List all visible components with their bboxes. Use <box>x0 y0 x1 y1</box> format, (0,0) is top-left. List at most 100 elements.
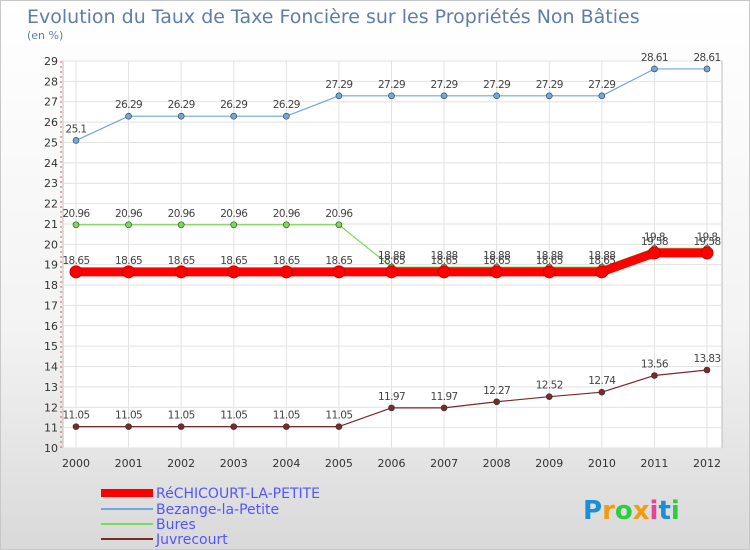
data-point <box>230 112 238 120</box>
data-point <box>335 423 343 430</box>
y-tick-label: 23 <box>44 177 58 190</box>
legend-label: Juvrecourt <box>155 532 228 548</box>
data-point <box>283 112 290 120</box>
data-label: 28.61 <box>641 52 668 64</box>
data-point <box>651 372 658 379</box>
y-tick-label: 25 <box>44 136 58 149</box>
data-label: 11.05 <box>62 410 89 422</box>
data-label: 11.05 <box>115 410 142 422</box>
data-label: 19.8 <box>697 231 718 243</box>
data-point <box>388 92 395 100</box>
y-tick-label: 20 <box>44 238 58 251</box>
data-point <box>335 92 343 100</box>
data-point <box>493 398 500 406</box>
data-label: 18.65 <box>220 255 247 267</box>
data-label: 28.61 <box>693 52 720 64</box>
data-point <box>335 221 343 229</box>
data-label: 20.96 <box>168 208 196 220</box>
y-tick-label: 27 <box>44 96 58 109</box>
data-label: 12.52 <box>536 380 563 392</box>
data-point <box>542 265 556 279</box>
y-tick-label: 11 <box>44 422 58 435</box>
data-point <box>125 112 132 120</box>
series-group: 18.65 18.65 18.65 18.65 18.65 18.65 18.65 18.65… <box>62 52 721 430</box>
y-tick-label: 16 <box>44 320 58 333</box>
y-tick-label: 26 <box>44 116 58 129</box>
x-tick-label: 2009 <box>535 457 563 470</box>
data-label: 27.29 <box>483 79 510 91</box>
data-label: 12.27 <box>483 385 510 397</box>
data-label: 19.58 <box>693 236 720 248</box>
y-tick-label: 15 <box>44 340 58 353</box>
data-label: 18.88 <box>536 250 563 262</box>
x-tick-label: 2007 <box>430 457 458 470</box>
data-point <box>72 137 80 144</box>
legend-label: RéCHICOURT-LA-PETITE <box>156 486 320 502</box>
data-label: 27.29 <box>588 79 615 91</box>
data-label: 27.29 <box>536 79 563 91</box>
data-label: 27.29 <box>325 79 352 91</box>
legend-label: Bezange-la-Petite <box>156 502 279 518</box>
data-point <box>651 65 658 73</box>
y-tick-label: 18 <box>44 279 58 292</box>
data-label: 18.65 <box>378 255 405 267</box>
data-label: 18.65 <box>588 255 615 267</box>
x-tick-label: 2001 <box>115 457 143 470</box>
data-label: 18.65 <box>62 255 89 267</box>
data-label: 25.1 <box>66 123 87 135</box>
data-label: 13.56 <box>641 358 669 370</box>
data-label: 27.29 <box>378 79 405 91</box>
data-label: 26.29 <box>273 99 300 111</box>
data-label: 18.88 <box>588 250 615 262</box>
data-point <box>227 265 241 279</box>
y-tick-label: 19 <box>44 259 58 272</box>
chart-subtitle: (en %) <box>27 29 63 42</box>
x-tick-label: 2003 <box>220 457 248 470</box>
data-label: 18.88 <box>378 250 405 262</box>
x-tick-label: 2008 <box>483 457 511 470</box>
data-point <box>545 393 553 400</box>
data-point <box>125 423 132 430</box>
y-tick-label: 14 <box>44 361 58 374</box>
y-tick-label: 10 <box>44 442 58 455</box>
data-label: 19.8 <box>644 231 665 243</box>
data-point <box>703 65 711 73</box>
data-point <box>440 92 448 100</box>
data-point <box>545 92 553 100</box>
data-point <box>283 221 290 229</box>
chart-title: Evolution du Taux de Taxe Foncière sur l… <box>27 6 640 28</box>
data-label: 11.97 <box>378 391 405 403</box>
data-label: 20.96 <box>220 208 248 220</box>
data-point <box>647 246 661 260</box>
x-tick-label: 2000 <box>62 457 90 470</box>
y-tick-label: 21 <box>44 218 58 231</box>
data-label: 18.65 <box>536 255 563 267</box>
data-label: 18.65 <box>325 255 352 267</box>
x-tick-label: 2011 <box>640 457 668 470</box>
legend-label: Bures <box>156 517 196 533</box>
data-point <box>230 423 238 430</box>
data-label: 26.29 <box>168 99 195 111</box>
data-point <box>493 92 500 100</box>
data-label: 18.65 <box>273 255 300 267</box>
data-point <box>598 388 606 396</box>
x-tick-label: 2006 <box>378 457 406 470</box>
logo-text: Proxiti <box>583 496 680 526</box>
data-point <box>332 265 346 279</box>
data-label: 13.83 <box>693 353 720 365</box>
x-tick-label: 2002 <box>167 457 195 470</box>
data-point <box>490 265 504 279</box>
data-point <box>230 221 238 229</box>
y-tick-label: 13 <box>44 381 58 394</box>
data-label: 26.29 <box>115 99 142 111</box>
data-point <box>177 221 185 229</box>
data-label: 27.29 <box>431 79 458 91</box>
data-label: 20.96 <box>325 208 353 220</box>
data-label: 19.58 <box>641 236 668 248</box>
data-label: 18.88 <box>483 250 510 262</box>
data-label: 18.65 <box>115 255 142 267</box>
x-tick-label: 2012 <box>693 457 721 470</box>
data-point <box>595 265 609 279</box>
